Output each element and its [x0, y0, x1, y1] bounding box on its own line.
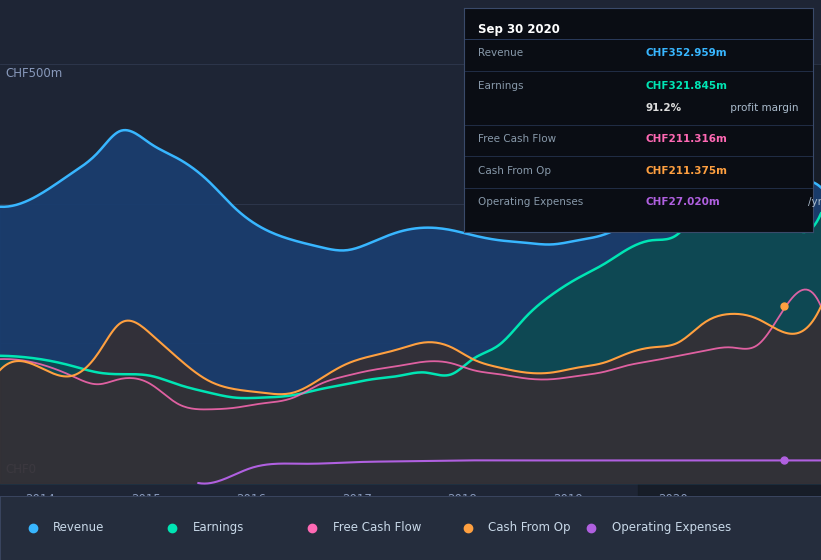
Text: 2018: 2018: [447, 493, 477, 506]
Text: 2017: 2017: [342, 493, 372, 506]
Bar: [639, 64, 821, 496]
Text: Earnings: Earnings: [478, 81, 523, 91]
Text: Cash From Op: Cash From Op: [478, 166, 551, 176]
Text: CHF211.316m: CHF211.316m: [645, 134, 727, 144]
Text: Revenue: Revenue: [53, 521, 105, 534]
Text: Revenue: Revenue: [478, 48, 523, 58]
Text: Free Cash Flow: Free Cash Flow: [333, 521, 421, 534]
Text: /yr: /yr: [809, 197, 821, 207]
Text: 2020: 2020: [658, 493, 688, 506]
Text: CHF321.845m: CHF321.845m: [645, 81, 727, 91]
Text: 2014: 2014: [25, 493, 55, 506]
Text: Free Cash Flow: Free Cash Flow: [478, 134, 556, 144]
Text: CHF0: CHF0: [5, 463, 36, 477]
Text: CHF352.959m: CHF352.959m: [645, 48, 727, 58]
Text: 91.2%: 91.2%: [645, 103, 681, 113]
Text: profit margin: profit margin: [727, 103, 798, 113]
Text: CHF27.020m: CHF27.020m: [645, 197, 720, 207]
Text: Operating Expenses: Operating Expenses: [478, 197, 583, 207]
Text: Cash From Op: Cash From Op: [488, 521, 571, 534]
Text: Sep 30 2020: Sep 30 2020: [478, 23, 560, 36]
Text: CHF211.375m: CHF211.375m: [645, 166, 727, 176]
Text: 2019: 2019: [553, 493, 583, 506]
Text: CHF500m: CHF500m: [5, 67, 62, 80]
Text: 2016: 2016: [236, 493, 266, 506]
Text: Operating Expenses: Operating Expenses: [612, 521, 731, 534]
Text: Earnings: Earnings: [193, 521, 245, 534]
Text: 2015: 2015: [131, 493, 160, 506]
